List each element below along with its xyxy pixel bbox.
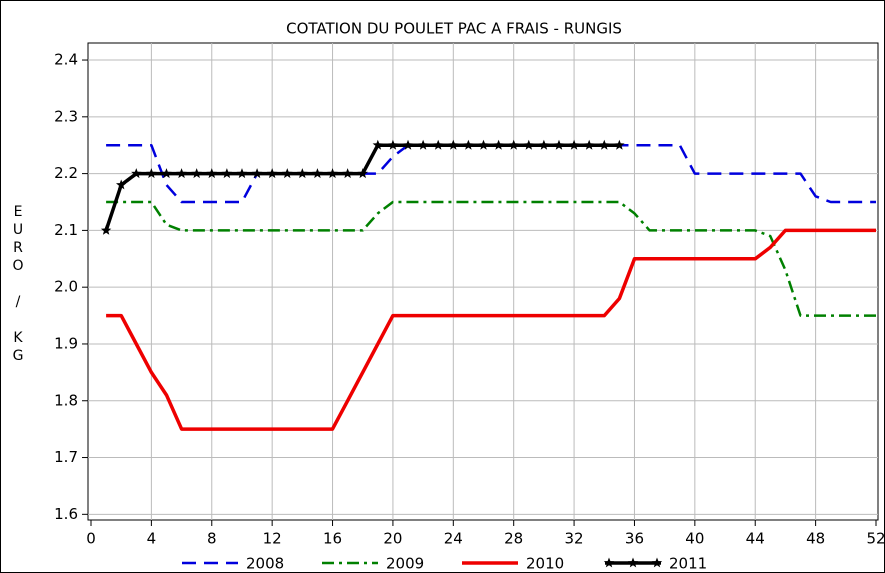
star-marker xyxy=(342,168,353,179)
star-marker xyxy=(116,179,127,190)
plot-frame xyxy=(87,42,879,521)
star-marker xyxy=(523,139,534,150)
y-tick-label: 2.4 xyxy=(54,51,78,69)
x-tick-label: 12 xyxy=(263,530,282,548)
y-axis-label: EURO / KG xyxy=(10,204,26,366)
y-tick-label: 1.7 xyxy=(54,448,78,466)
x-tick-label: 0 xyxy=(86,530,96,548)
x-tick-label: 40 xyxy=(685,530,704,548)
star-marker xyxy=(478,139,489,150)
star-marker xyxy=(583,139,595,150)
star-marker xyxy=(282,168,293,179)
star-marker xyxy=(161,168,172,179)
legend-label: 2008 xyxy=(246,555,284,573)
star-marker xyxy=(433,139,444,150)
legend-star xyxy=(603,557,615,568)
star-marker xyxy=(236,168,248,179)
star-marker xyxy=(206,168,217,179)
star-marker xyxy=(176,168,187,179)
x-tick-label: 4 xyxy=(147,530,157,548)
x-tick-label: 36 xyxy=(625,530,644,548)
y-tick-label: 1.9 xyxy=(54,334,78,352)
y-tick-label: 2.1 xyxy=(54,221,78,239)
star-marker xyxy=(553,139,565,150)
star-marker xyxy=(100,224,112,235)
chart-title: COTATION DU POULET PAC A FRAIS - RUNGIS xyxy=(286,20,622,38)
x-tick-label: 32 xyxy=(565,530,584,548)
star-marker xyxy=(417,139,429,150)
star-marker xyxy=(463,139,474,150)
star-marker xyxy=(538,139,550,150)
x-tick-label: 16 xyxy=(323,530,342,548)
x-tick-label: 8 xyxy=(207,530,217,548)
star-marker xyxy=(131,168,142,179)
legend-star xyxy=(627,557,639,568)
star-marker xyxy=(508,139,519,150)
star-marker xyxy=(266,168,278,179)
x-tick-label: 28 xyxy=(504,530,523,548)
x-tick-label: 52 xyxy=(866,530,885,548)
star-marker xyxy=(297,168,308,179)
x-tick-label: 44 xyxy=(746,530,765,548)
y-tick-label: 2.3 xyxy=(54,107,78,125)
legend-label: 2010 xyxy=(526,555,564,573)
star-marker xyxy=(599,139,610,150)
star-marker xyxy=(327,168,338,179)
star-marker xyxy=(251,168,263,179)
y-tick-label: 2.0 xyxy=(54,278,78,296)
x-tick-label: 48 xyxy=(806,530,825,548)
series-line xyxy=(106,228,876,431)
legend-star xyxy=(651,557,663,568)
y-tick-label: 1.8 xyxy=(54,391,78,409)
star-marker xyxy=(402,139,414,150)
star-marker xyxy=(312,168,323,179)
legend-label: 2009 xyxy=(386,555,424,573)
y-tick-label: 2.2 xyxy=(54,164,78,182)
series-line xyxy=(104,143,620,231)
star-marker xyxy=(493,139,504,150)
y-tick-label: 1.6 xyxy=(54,505,78,523)
x-tick-label: 20 xyxy=(383,530,402,548)
x-tick-label: 24 xyxy=(444,530,463,548)
star-marker xyxy=(146,168,157,179)
star-marker xyxy=(357,168,368,179)
star-marker xyxy=(568,139,580,150)
star-marker xyxy=(387,139,399,150)
star-marker xyxy=(221,168,233,179)
series-line xyxy=(106,200,876,317)
star-marker xyxy=(372,139,384,150)
star-marker xyxy=(448,139,459,150)
star-marker xyxy=(191,168,202,179)
star-marker xyxy=(614,139,625,150)
legend-label: 2011 xyxy=(669,555,707,573)
